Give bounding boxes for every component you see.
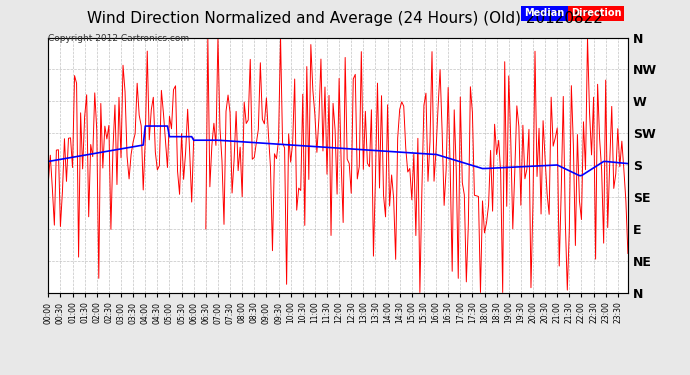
Text: Direction: Direction: [571, 9, 622, 18]
Text: Wind Direction Normalized and Average (24 Hours) (Old) 20120822: Wind Direction Normalized and Average (2…: [87, 11, 603, 26]
Text: Median: Median: [524, 9, 564, 18]
Text: Copyright 2012 Cartronics.com: Copyright 2012 Cartronics.com: [48, 34, 190, 43]
